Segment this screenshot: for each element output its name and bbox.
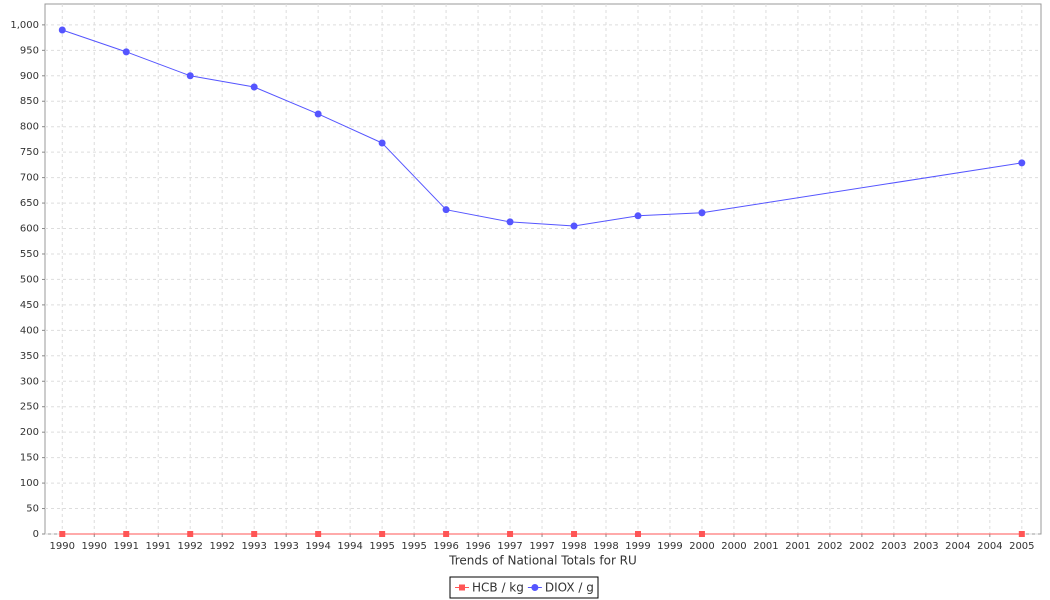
y-tick-label: 600 (20, 224, 39, 235)
y-tick-label: 50 (26, 504, 39, 515)
y-tick-label: 1,000 (10, 20, 39, 31)
y-tick-label: 400 (20, 325, 39, 336)
data-point (1018, 531, 1025, 537)
y-tick-label: 650 (20, 198, 39, 209)
y-tick-label: 200 (20, 427, 39, 438)
y-tick-label: 150 (20, 453, 39, 464)
legend-label: DIOX / g (545, 581, 594, 595)
x-tick-label: 1991 (114, 541, 139, 552)
x-tick-label: 1995 (401, 541, 426, 552)
x-tick-label: 1997 (529, 541, 554, 552)
x-tick-label: 1993 (273, 541, 298, 552)
x-tick-label: 2004 (945, 541, 970, 552)
legend-label: HCB / kg (472, 581, 524, 595)
data-point (570, 222, 578, 230)
x-axis-label: Trends of National Totals for RU (448, 554, 637, 568)
y-tick-label: 800 (20, 122, 39, 133)
x-tick-label: 2002 (817, 541, 842, 552)
plot-area (44, 3, 1042, 535)
x-tick-label: 2005 (1009, 541, 1034, 552)
x-tick-label: 1992 (177, 541, 202, 552)
data-point (58, 26, 66, 34)
data-point (123, 531, 130, 537)
data-point (250, 83, 258, 91)
legend (449, 576, 599, 599)
y-tick-label: 300 (20, 376, 39, 387)
data-point (698, 531, 705, 537)
data-point (506, 218, 514, 226)
data-point (634, 531, 641, 537)
y-tick-label: 450 (20, 300, 39, 311)
x-tick-label: 1996 (433, 541, 458, 552)
y-tick-label: 700 (20, 173, 39, 184)
x-tick-label: 1994 (337, 541, 362, 552)
y-tick-label: 850 (20, 96, 39, 107)
data-point (379, 531, 386, 537)
x-tick-label: 2000 (689, 541, 714, 552)
legend-marker (459, 584, 465, 591)
x-tick-label: 1998 (593, 541, 618, 552)
series-line (62, 29, 1022, 227)
data-point (634, 212, 642, 220)
data-point (187, 531, 194, 537)
x-tick-label: 2002 (849, 541, 874, 552)
x-tick-label: 2004 (977, 541, 1002, 552)
y-tick-label: 0 (33, 529, 39, 540)
x-tick-label: 1994 (305, 541, 330, 552)
y-tick-label: 350 (20, 351, 39, 362)
data-point (571, 531, 578, 537)
x-tick-label: 1991 (145, 541, 170, 552)
x-tick-label: 1997 (497, 541, 522, 552)
x-tick-label: 1993 (241, 541, 266, 552)
x-tick-label: 2001 (753, 541, 778, 552)
data-point (442, 206, 450, 214)
x-tick-label: 1999 (657, 541, 682, 552)
x-tick-label: 1996 (465, 541, 490, 552)
x-tick-label: 1990 (82, 541, 107, 552)
x-tick-label: 1995 (369, 541, 394, 552)
x-tick-label: 1999 (625, 541, 650, 552)
y-tick-label: 250 (20, 402, 39, 413)
x-tick-label: 2001 (785, 541, 810, 552)
data-point (507, 531, 514, 537)
y-tick-label: 900 (20, 71, 39, 82)
x-tick-label: 1990 (50, 541, 75, 552)
legend-marker (531, 584, 539, 591)
x-tick-label: 2003 (881, 541, 906, 552)
x-tick-label: 2000 (721, 541, 746, 552)
y-tick-label: 100 (20, 478, 39, 489)
x-tick-label: 1992 (209, 541, 234, 552)
data-point (443, 531, 450, 537)
data-point (122, 48, 130, 56)
data-point (314, 110, 322, 118)
data-point (251, 531, 258, 537)
data-point (1018, 159, 1026, 167)
y-tick-label: 750 (20, 147, 39, 158)
data-point (378, 139, 386, 147)
y-tick-label: 950 (20, 45, 39, 56)
data-point (698, 209, 706, 217)
x-tick-label: 1998 (561, 541, 586, 552)
y-tick-label: 500 (20, 274, 39, 285)
y-tick-label: 550 (20, 249, 39, 260)
data-point (186, 72, 194, 80)
data-point (315, 531, 322, 537)
x-tick-label: 2003 (913, 541, 938, 552)
data-point (59, 531, 66, 537)
